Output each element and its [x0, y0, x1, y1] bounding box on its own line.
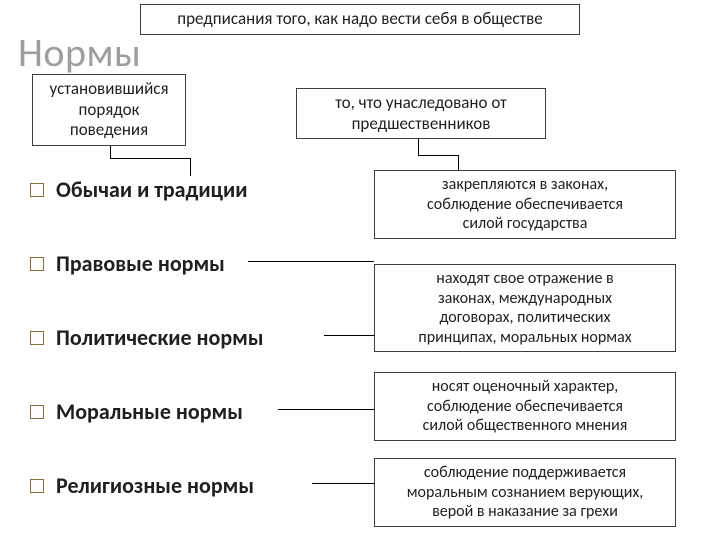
description-text: закрепляются в законах, соблюдение обесп… — [427, 175, 623, 234]
connector-line — [458, 155, 459, 170]
bullet-label: Политические нормы — [56, 324, 264, 351]
bullet-item: Моральные нормы — [30, 398, 243, 425]
slide-title: Нормы — [18, 28, 141, 77]
description-text: соблюдение поддерживается моральным созн… — [407, 463, 644, 522]
top-definition-text: предписания того, как надо вести себя в … — [177, 9, 542, 30]
description-box: закрепляются в законах, соблюдение обесп… — [374, 170, 676, 239]
description-box: соблюдение поддерживается моральным созн… — [374, 458, 676, 527]
checkbox-icon — [30, 479, 44, 493]
description-box: находят свое отражение в законах, междун… — [374, 264, 676, 352]
connector-line — [278, 409, 374, 410]
connector-line — [110, 158, 190, 159]
bullet-item: Правовые нормы — [30, 250, 225, 277]
connector-line — [110, 146, 111, 158]
bullet-item: Обычаи и традиции — [30, 176, 247, 203]
bullet-item: Религиозные нормы — [30, 472, 254, 499]
checkbox-icon — [30, 331, 44, 345]
connector-line — [418, 138, 419, 155]
connector-line — [190, 158, 191, 176]
description-text: находят свое отражение в законах, междун… — [418, 269, 631, 347]
left-definition-text: установившийся порядок поведения — [49, 79, 168, 141]
right-definition-box: то, что унаследовано от предшественников — [296, 88, 546, 139]
bullet-label: Правовые нормы — [56, 250, 225, 277]
checkbox-icon — [30, 405, 44, 419]
connector-line — [324, 335, 374, 336]
connector-line — [312, 483, 374, 484]
bullet-label: Моральные нормы — [56, 398, 243, 425]
left-definition-box: установившийся порядок поведения — [32, 74, 186, 146]
bullet-label: Религиозные нормы — [56, 472, 254, 499]
connector-line — [418, 155, 458, 156]
connector-line — [248, 261, 374, 262]
right-definition-text: то, что унаследовано от предшественников — [335, 93, 507, 134]
description-text: носят оценочный характер, соблюдение обе… — [423, 377, 628, 436]
bullet-item: Политические нормы — [30, 324, 264, 351]
bullet-label: Обычаи и традиции — [56, 176, 247, 203]
description-box: носят оценочный характер, соблюдение обе… — [374, 372, 676, 441]
top-definition-box: предписания того, как надо вести себя в … — [140, 4, 580, 35]
checkbox-icon — [30, 257, 44, 271]
checkbox-icon — [30, 183, 44, 197]
